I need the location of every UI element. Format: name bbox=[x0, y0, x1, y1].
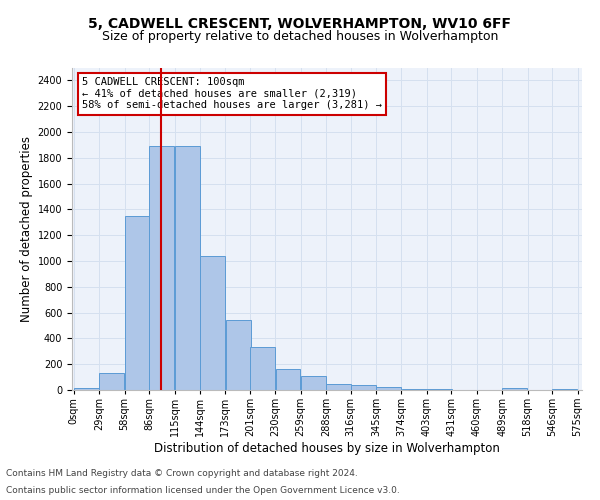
Text: 5 CADWELL CRESCENT: 100sqm
← 41% of detached houses are smaller (2,319)
58% of s: 5 CADWELL CRESCENT: 100sqm ← 41% of deta… bbox=[82, 77, 382, 110]
Bar bbox=[553, 388, 577, 390]
Text: Contains HM Land Registry data © Crown copyright and database right 2024.: Contains HM Land Registry data © Crown c… bbox=[6, 468, 358, 477]
Bar bbox=[502, 388, 527, 390]
Text: Size of property relative to detached houses in Wolverhampton: Size of property relative to detached ho… bbox=[102, 30, 498, 43]
Bar bbox=[301, 376, 326, 390]
Bar bbox=[250, 347, 275, 390]
Bar bbox=[402, 388, 427, 390]
Bar bbox=[74, 388, 99, 390]
Bar bbox=[125, 216, 150, 390]
Text: Contains public sector information licensed under the Open Government Licence v3: Contains public sector information licen… bbox=[6, 486, 400, 495]
Bar bbox=[275, 370, 301, 390]
Bar bbox=[200, 256, 225, 390]
Bar bbox=[226, 320, 251, 390]
Bar bbox=[376, 388, 401, 390]
Text: 5, CADWELL CRESCENT, WOLVERHAMPTON, WV10 6FF: 5, CADWELL CRESCENT, WOLVERHAMPTON, WV10… bbox=[89, 18, 511, 32]
Y-axis label: Number of detached properties: Number of detached properties bbox=[20, 136, 34, 322]
Bar bbox=[326, 384, 352, 390]
Bar bbox=[100, 373, 124, 390]
Bar bbox=[149, 146, 175, 390]
X-axis label: Distribution of detached houses by size in Wolverhampton: Distribution of detached houses by size … bbox=[154, 442, 500, 455]
Bar bbox=[175, 146, 200, 390]
Bar bbox=[351, 386, 376, 390]
